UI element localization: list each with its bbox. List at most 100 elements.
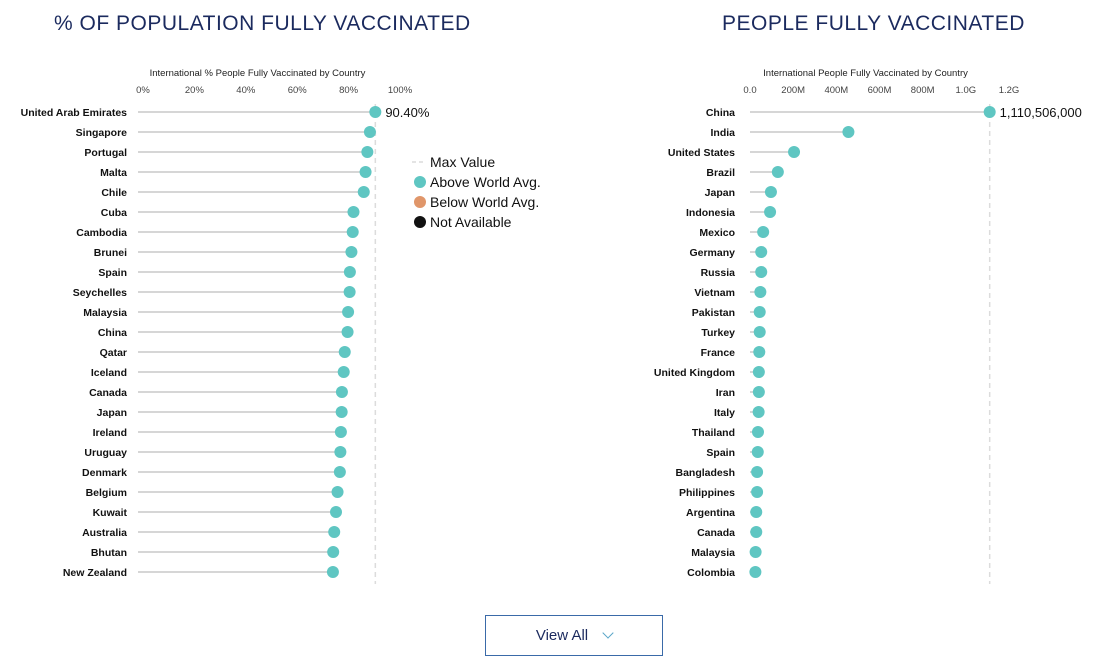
pct-country-label: Canada xyxy=(89,387,127,399)
people-country-label: Italy xyxy=(714,407,735,419)
people-point[interactable] xyxy=(842,126,855,138)
pct-point[interactable] xyxy=(342,306,355,318)
people-point[interactable] xyxy=(751,466,764,478)
people-point[interactable] xyxy=(750,506,763,518)
pct-point[interactable] xyxy=(328,526,341,538)
pct-point[interactable] xyxy=(347,206,360,218)
legend-below-swatch xyxy=(414,196,426,208)
people-point[interactable] xyxy=(788,146,801,158)
pct-country-label: Australia xyxy=(82,527,127,539)
left-chart-heading: % OF POPULATION FULLY VACCINATED xyxy=(54,12,471,35)
pct-point[interactable] xyxy=(357,186,370,198)
people-tick-label: 0.0 xyxy=(743,85,756,96)
people-point[interactable] xyxy=(753,306,766,318)
people-country-label: Iran xyxy=(716,387,735,399)
pct-point[interactable] xyxy=(337,366,350,378)
pct-point[interactable] xyxy=(326,566,339,578)
people-tick-label: 200M xyxy=(781,85,805,96)
pct-country-label: Portugal xyxy=(84,147,127,159)
people-point[interactable] xyxy=(749,546,762,558)
pct-country-label: Qatar xyxy=(100,347,127,359)
people-country-label: Brazil xyxy=(706,167,735,179)
pct-point[interactable] xyxy=(343,286,356,298)
pct-max-data-label: 90.40% xyxy=(385,105,430,120)
people-point[interactable] xyxy=(764,206,777,218)
people-point[interactable] xyxy=(750,526,763,538)
pct-point[interactable] xyxy=(363,126,376,138)
pct-point[interactable] xyxy=(334,426,347,438)
people-point[interactable] xyxy=(751,426,764,438)
people-point[interactable] xyxy=(751,486,764,498)
pct-country-label: New Zealand xyxy=(63,567,127,579)
people-point[interactable] xyxy=(764,186,777,198)
legend-na-swatch xyxy=(414,216,426,228)
people-point[interactable] xyxy=(755,266,768,278)
pct-point[interactable] xyxy=(359,166,372,178)
pct-point[interactable] xyxy=(361,146,374,158)
people-country-label: Russia xyxy=(701,267,736,279)
people-point[interactable] xyxy=(983,106,996,118)
pct-country-label: Denmark xyxy=(82,467,127,479)
people-country-label: France xyxy=(701,347,736,359)
pct-point[interactable] xyxy=(335,386,348,398)
pct-point[interactable] xyxy=(346,226,359,238)
pct-country-label: Iceland xyxy=(91,367,127,379)
people-country-label: Indonesia xyxy=(686,207,735,219)
legend-above-label: Above World Avg. xyxy=(430,174,541,190)
people-point[interactable] xyxy=(755,246,768,258)
vaccination-charts: International % People Fully Vaccinated … xyxy=(21,68,1082,584)
people-point[interactable] xyxy=(771,166,784,178)
pct-country-label: Cuba xyxy=(101,207,127,219)
people-vaccinated-chart: International People Fully Vaccinated by… xyxy=(654,68,1082,584)
pct-point[interactable] xyxy=(327,546,340,558)
legend-below-label: Below World Avg. xyxy=(430,194,539,210)
pct-point[interactable] xyxy=(331,486,344,498)
people-country-label: United Kingdom xyxy=(654,367,735,379)
pct-tick-label: 20% xyxy=(185,85,205,96)
people-point[interactable] xyxy=(752,406,765,418)
pct-country-label: Uruguay xyxy=(84,447,127,459)
people-point[interactable] xyxy=(751,446,764,458)
people-point[interactable] xyxy=(753,346,766,358)
people-tick-label: 1.0G xyxy=(956,85,977,96)
pct-country-label: Bhutan xyxy=(91,547,127,559)
pct-point[interactable] xyxy=(334,446,347,458)
pct-point[interactable] xyxy=(341,326,354,338)
people-country-label: Thailand xyxy=(692,427,735,439)
pct-point[interactable] xyxy=(343,266,356,278)
pct-country-label: Ireland xyxy=(93,427,127,439)
people-country-label: India xyxy=(710,127,735,139)
pct-point[interactable] xyxy=(330,506,343,518)
pct-country-label: Seychelles xyxy=(73,287,127,299)
pct-tick-label: 100% xyxy=(388,85,413,96)
people-country-label: Bangladesh xyxy=(675,467,735,479)
chevron-down-icon xyxy=(602,627,614,639)
pct-country-label: Cambodia xyxy=(76,227,127,239)
people-country-label: Vietnam xyxy=(694,287,735,299)
people-point[interactable] xyxy=(754,286,767,298)
pct-point[interactable] xyxy=(345,246,358,258)
people-point[interactable] xyxy=(752,386,765,398)
pct-point[interactable] xyxy=(369,106,382,118)
view-all-button[interactable]: View All xyxy=(485,615,663,656)
pct-country-label: Japan xyxy=(97,407,127,419)
pct-point[interactable] xyxy=(335,406,348,418)
pct-country-label: Chile xyxy=(101,187,127,199)
people-chart-title: International People Fully Vaccinated by… xyxy=(763,68,968,79)
pct-tick-label: 40% xyxy=(236,85,256,96)
people-point[interactable] xyxy=(749,566,762,578)
people-tick-label: 600M xyxy=(868,85,892,96)
people-country-label: Canada xyxy=(697,527,735,539)
pct-country-label: Malta xyxy=(100,167,127,179)
legend-max-value-label: Max Value xyxy=(430,154,495,170)
people-point[interactable] xyxy=(753,326,766,338)
people-country-label: Mexico xyxy=(699,227,735,239)
percent-vaccinated-chart: International % People Fully Vaccinated … xyxy=(21,68,430,584)
people-point[interactable] xyxy=(752,366,765,378)
legend-above-swatch xyxy=(414,176,426,188)
people-point[interactable] xyxy=(757,226,770,238)
pct-tick-label: 80% xyxy=(339,85,359,96)
pct-point[interactable] xyxy=(338,346,351,358)
pct-point[interactable] xyxy=(333,466,346,478)
pct-chart-title: International % People Fully Vaccinated … xyxy=(150,68,366,79)
